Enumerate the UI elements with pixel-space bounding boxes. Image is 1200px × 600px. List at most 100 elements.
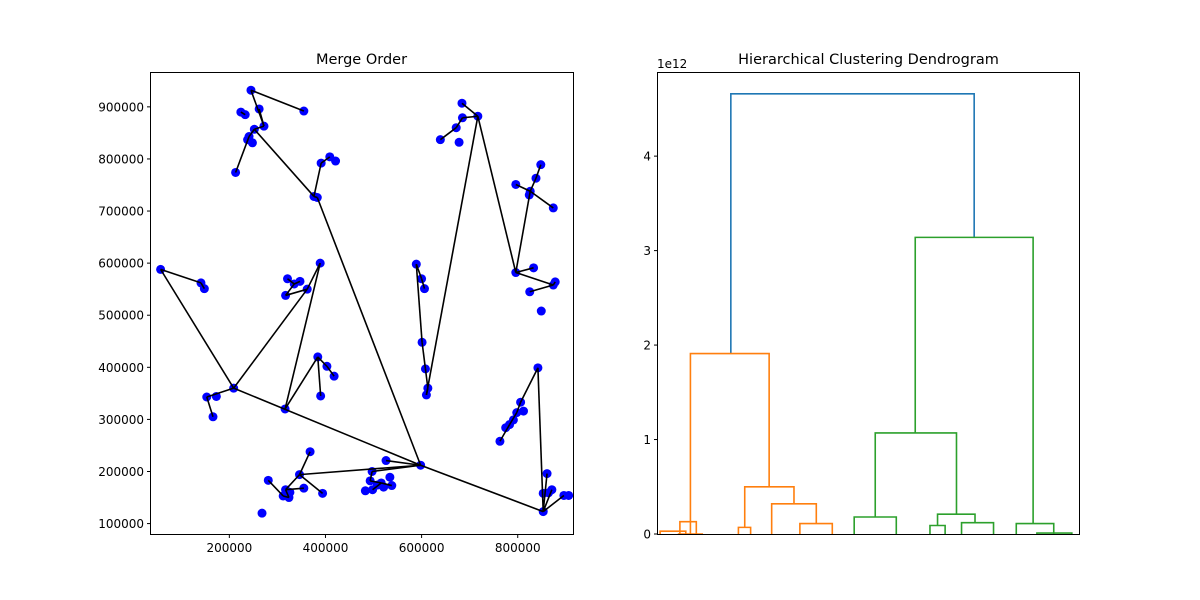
merge-line: [316, 197, 422, 466]
merge-line: [529, 284, 554, 293]
merge-line: [515, 271, 554, 286]
merge-line: [537, 367, 544, 512]
merge-line: [371, 464, 421, 473]
dendrogram-link: [960, 521, 995, 534]
y-tick-label: 500000: [98, 309, 144, 323]
merge-line: [285, 288, 308, 297]
merge-line: [552, 281, 556, 286]
merge-line: [424, 368, 429, 389]
merge-line: [542, 494, 565, 513]
scatter-point: [257, 508, 267, 518]
merge-line: [284, 262, 321, 410]
merge-order-plot: Merge Order 200000 400000 600000 800000 1000…: [98, 52, 574, 555]
y-tick-label: 0: [643, 528, 651, 542]
y-tick-label: 200000: [98, 465, 144, 479]
merge-line: [206, 387, 234, 398]
scatter-point: [331, 156, 341, 166]
merge-line: [326, 365, 335, 377]
merge-line: [519, 367, 539, 403]
merge-line: [159, 268, 235, 389]
merge-line: [284, 474, 301, 491]
y-tick-label: 100000: [98, 517, 144, 531]
y-tick-label: 400000: [98, 361, 144, 375]
dendrogram-offset-text: 1e12: [657, 57, 687, 71]
dendrogram-link: [730, 92, 975, 354]
merge-line: [253, 128, 315, 197]
scatter-point: [518, 406, 528, 416]
dendrogram-link: [659, 530, 687, 534]
y-tick-label: 2: [643, 339, 651, 353]
y-tick-label: 300000: [98, 413, 144, 427]
merge-line: [462, 115, 478, 119]
merge-line: [516, 401, 522, 413]
merge-line: [298, 451, 311, 475]
merge-line: [421, 342, 427, 369]
merge-line: [385, 459, 421, 467]
y-tick-label: 3: [643, 244, 651, 258]
merge-line: [542, 473, 548, 512]
merge-line: [233, 387, 421, 466]
merge-line: [477, 116, 517, 273]
scatter-point: [385, 472, 395, 482]
merge-line: [370, 480, 382, 484]
merge-line: [234, 136, 250, 173]
y-tick-label: 900000: [98, 100, 144, 114]
merge-line: [515, 267, 534, 274]
merge-line: [420, 278, 426, 289]
x-tick-label: 200000: [206, 541, 252, 555]
merge-line: [313, 162, 322, 197]
merge-line: [284, 356, 319, 410]
dendrogram-link: [689, 352, 770, 534]
dendrogram-link: [737, 526, 752, 534]
merge-line: [317, 356, 328, 367]
merge-line: [306, 262, 321, 290]
merge-line: [455, 117, 464, 129]
merge-line: [200, 282, 206, 290]
y-tick-label: 700000: [98, 205, 144, 219]
scatter-point: [247, 138, 257, 148]
dendrogram-link: [1036, 532, 1073, 534]
y-tick-label: 1: [643, 433, 651, 447]
scatter-point: [501, 423, 511, 433]
merge-line: [381, 482, 392, 487]
merge-line: [529, 190, 554, 209]
merge-line: [284, 489, 290, 498]
merge-line: [425, 116, 479, 396]
y-tick-label: 600000: [98, 257, 144, 271]
merge-line: [515, 191, 532, 273]
merge-line: [248, 128, 255, 138]
scatter-point: [564, 490, 574, 500]
merge-line: [499, 424, 511, 442]
merge-line: [160, 268, 202, 284]
dendrogram-link: [1015, 522, 1055, 534]
merge-line: [320, 156, 331, 164]
merge-order-title: Merge Order: [316, 52, 407, 68]
scatter-point: [536, 306, 546, 316]
merge-line: [267, 479, 284, 497]
merge-line: [299, 464, 421, 476]
dendrogram-link: [914, 236, 1034, 524]
merge-line: [285, 487, 304, 491]
merge-line: [205, 396, 214, 418]
merge-line: [316, 356, 322, 397]
merge-order-frame: [150, 72, 574, 535]
merge-line: [293, 280, 301, 285]
dendrogram-link: [679, 520, 698, 534]
merge-line: [250, 89, 305, 112]
merge-line: [461, 102, 479, 117]
merge-line: [535, 164, 542, 179]
x-tick-label: 600000: [399, 541, 445, 555]
dendrogram-link: [799, 522, 834, 534]
merge-line: [313, 195, 318, 199]
merge-line: [529, 177, 537, 192]
merge-line: [240, 111, 246, 116]
merge-line: [542, 489, 553, 512]
x-tick-label: 800000: [495, 541, 541, 555]
dendrogram-link: [743, 485, 795, 528]
merge-line: [515, 183, 531, 192]
dendrogram-link: [770, 502, 818, 534]
dendrogram-link: [874, 432, 958, 517]
merge-line: [508, 412, 518, 426]
merge-line: [299, 473, 324, 494]
